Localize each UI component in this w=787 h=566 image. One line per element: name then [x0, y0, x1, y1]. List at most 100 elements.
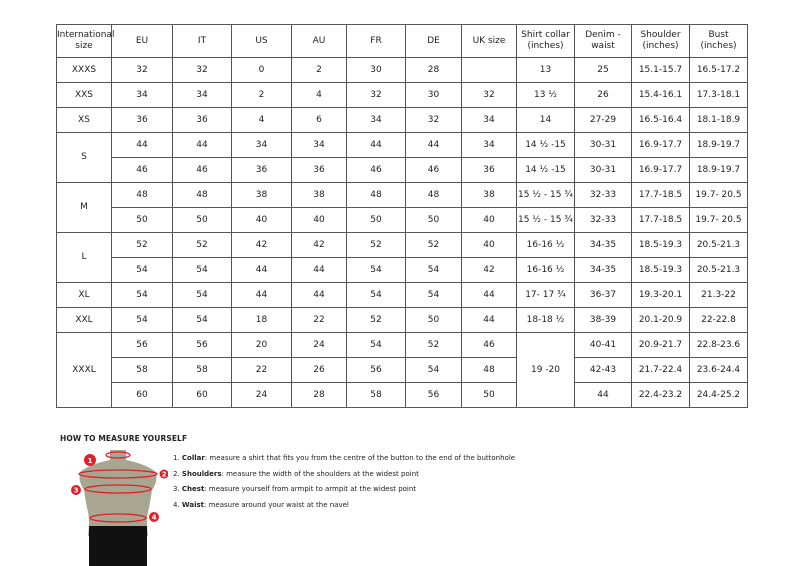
table-cell: 54 — [346, 332, 406, 358]
marker-1-label: 1 — [88, 457, 93, 465]
table-cell: 19.3-20.1 — [631, 282, 690, 308]
table-cell: 27-29 — [574, 107, 632, 133]
table-row: M 48 48 38 38 48 48 38 15 ½ - 15 ¾ 32-33 17.7-18.5… — [56, 182, 748, 233]
table-cell: 32 — [111, 57, 173, 83]
table-cell: 36 — [461, 157, 517, 183]
table-cell: 18 — [231, 307, 292, 333]
table-cell: 16.9-17.7 — [631, 132, 690, 158]
column-header: DE — [405, 24, 462, 58]
table-cell: 56 — [405, 382, 462, 408]
table-row: XXS 34 34 2 4 32 30 32 13 ½ 26 15.4-16.1 17.3-18.1 — [56, 82, 748, 108]
body-measurement-figure: 1 2 3 4 — [71, 450, 168, 566]
table-cell: 13 ½ — [516, 82, 575, 108]
table-row: L 52 52 42 42 52 52 40 16-16 ½ 34-35 18.5-19.3 20.5… — [56, 232, 748, 283]
table-cell: 25 — [574, 57, 632, 83]
marker-4-label: 4 — [152, 514, 157, 522]
measure-steps: 1. Collar: measure a shirt that fits you… — [173, 451, 515, 513]
table-cell: 2 — [231, 82, 292, 108]
table-cell: 42-43 — [574, 357, 632, 383]
table-cell: 48 — [405, 182, 462, 208]
table-cell: 50 — [405, 207, 462, 233]
table-cell: 60 — [111, 382, 173, 408]
table-cell: 17.3-18.1 — [689, 82, 748, 108]
table-cell: 34 — [461, 132, 517, 158]
table-cell: 17.7-18.5 — [631, 207, 690, 233]
table-cell: 24 — [231, 382, 292, 408]
table-cell: 52 — [111, 232, 173, 258]
table-cell: 2 — [291, 57, 347, 83]
table-cell: 20.5-21.3 — [689, 257, 748, 283]
table-cell: 46 — [461, 332, 517, 358]
table-cell: 36 — [111, 107, 173, 133]
column-header: FR — [346, 24, 406, 58]
table-row: S 44 44 34 34 44 44 34 14 ½ -15 30-31 16.9-17.7 18.… — [56, 132, 748, 183]
table-row: XS 36 36 4 6 34 32 34 14 27-29 16.5-16.4 18.1-18.9 — [56, 107, 748, 133]
table-cell: 30-31 — [574, 132, 632, 158]
table-cell: 22 — [291, 307, 347, 333]
table-cell: 20.5-21.3 — [689, 232, 748, 258]
table-cell: 50 — [346, 207, 406, 233]
marker-3 — [71, 485, 81, 495]
table-cell: 34 — [461, 107, 517, 133]
size-label-cell: S — [56, 132, 112, 183]
table-cell: 46 — [405, 157, 462, 183]
table-cell: 44 — [231, 282, 292, 308]
table-cell: 13 — [516, 57, 575, 83]
table-cell: 38 — [461, 182, 517, 208]
table-cell — [461, 57, 517, 83]
table-cell: 38 — [291, 182, 347, 208]
table-cell: 54 — [172, 307, 232, 333]
table-cell: 40 — [291, 207, 347, 233]
table-cell: 14 — [516, 107, 575, 133]
table-cell: 16-16 ½ — [516, 232, 575, 258]
table-row: XXXS 32 32 0 2 30 28 13 25 15.1-15.7 16.5-17.2 — [56, 57, 748, 83]
table-cell: 50 — [172, 207, 232, 233]
table-cell: 22-22.8 — [689, 307, 748, 333]
table-cell: 36 — [172, 107, 232, 133]
column-header: International size — [56, 24, 114, 58]
table-cell: 46 — [172, 157, 232, 183]
table-cell: 38-39 — [574, 307, 632, 333]
table-cell: 26 — [291, 357, 347, 383]
size-label-cell: XXS — [56, 82, 112, 108]
table-cell: 46 — [111, 157, 173, 183]
size-label-cell: XS — [56, 107, 112, 133]
table-row: 46 46 36 36 46 46 36 14 ½ -15 30-31 16.9-17.7 18.9… — [57, 157, 748, 183]
table-cell: 15.1-15.7 — [631, 57, 690, 83]
table-cell: 6 — [291, 107, 347, 133]
table-cell: 54 — [111, 282, 173, 308]
table-cell: 32 — [405, 107, 462, 133]
table-cell: 16-16 ½ — [516, 257, 575, 283]
table-cell: 42 — [461, 257, 517, 283]
table-cell: 18.5-19.3 — [631, 257, 690, 283]
size-label-cell: XXL — [56, 307, 112, 333]
pants-icon — [89, 526, 147, 566]
table-cell: 22 — [231, 357, 292, 383]
table-cell: 58 — [172, 357, 232, 383]
column-header: EU — [111, 24, 173, 58]
table-cell: 54 — [346, 282, 406, 308]
table-cell: 34 — [291, 132, 347, 158]
table-cell: 44 — [231, 257, 292, 283]
table-cell: 58 — [346, 382, 406, 408]
table-cell: 18.9-19.7 — [689, 157, 748, 183]
table-cell: 18.5-19.3 — [631, 232, 690, 258]
table-cell: 54 — [405, 282, 462, 308]
table-cell: 54 — [111, 307, 173, 333]
step-collar: 1. Collar: measure a shirt that fits you… — [173, 454, 516, 462]
table-cell: 60 — [172, 382, 232, 408]
table-cell: 21.7-22.4 — [631, 357, 690, 383]
table-cell: 19.7- 20.5 — [689, 207, 748, 233]
table-cell: 44 — [111, 132, 173, 158]
step-waist: 4. Waist: measure around your waist at t… — [173, 500, 349, 509]
table-cell: 40 — [461, 207, 517, 233]
table-cell: 30 — [346, 57, 406, 83]
size-chart-table: International size EU IT US AU FR DE UK size Shi… — [56, 24, 748, 408]
table-cell: 42 — [291, 232, 347, 258]
marker-1 — [84, 454, 96, 466]
table-cell: 54 — [172, 257, 232, 283]
table-cell: 44 — [405, 132, 462, 158]
table-cell: 15 ½ - 15 ¾ — [516, 182, 575, 208]
guide-title: HOW TO MEASURE YOURSELF — [60, 434, 188, 443]
size-label-cell: XL — [56, 282, 112, 308]
